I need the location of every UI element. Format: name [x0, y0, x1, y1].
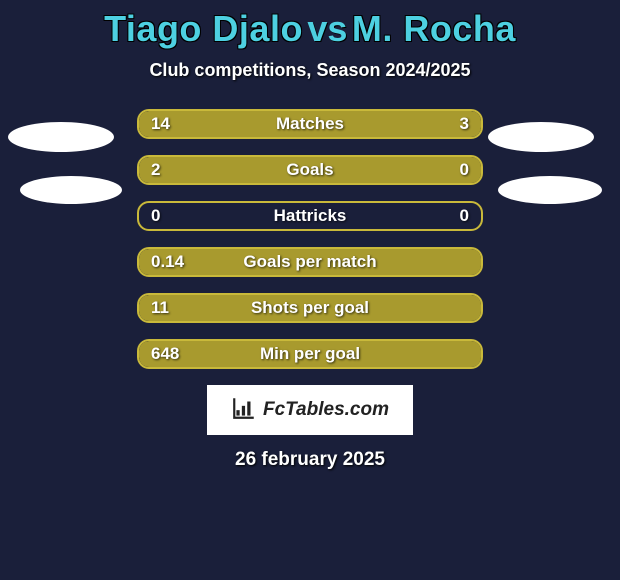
stat-fill-right: [419, 111, 481, 137]
stat-label: Shots per goal: [251, 298, 369, 318]
decorative-ellipse: [20, 176, 122, 204]
stat-row: 0 Hattricks 0: [137, 201, 483, 231]
stat-row: 14 Matches 3: [137, 109, 483, 139]
date-label: 26 february 2025: [0, 449, 620, 471]
stat-value-left: 0: [151, 206, 160, 226]
stat-value-right: 3: [460, 114, 469, 134]
chart-icon: [231, 395, 257, 426]
brand-text: FcTables.com: [263, 399, 389, 421]
comparison-title: Tiago Djalo vs M. Rocha: [0, 0, 620, 50]
stat-value-left: 0.14: [151, 252, 184, 272]
stat-label: Min per goal: [260, 344, 360, 364]
stat-row: 648 Min per goal: [137, 339, 483, 369]
decorative-ellipse: [488, 122, 594, 152]
stat-value-left: 14: [151, 114, 170, 134]
stat-value-left: 2: [151, 160, 160, 180]
stat-label: Hattricks: [274, 206, 347, 226]
stat-label: Matches: [276, 114, 344, 134]
subtitle: Club competitions, Season 2024/2025: [0, 60, 620, 81]
brand-badge: FcTables.com: [207, 385, 413, 435]
stat-row: 0.14 Goals per match: [137, 247, 483, 277]
stat-value-left: 11: [151, 298, 169, 318]
vs-label: vs: [307, 8, 347, 49]
player2-name: M. Rocha: [352, 8, 516, 49]
stat-row: 2 Goals 0: [137, 155, 483, 185]
stat-value-right: 0: [460, 160, 469, 180]
stat-value-right: 0: [460, 206, 469, 226]
stat-label: Goals: [286, 160, 333, 180]
decorative-ellipse: [498, 176, 602, 204]
player1-name: Tiago Djalo: [104, 8, 303, 49]
stat-value-left: 648: [151, 344, 179, 364]
decorative-ellipse: [8, 122, 114, 152]
stat-row: 11 Shots per goal: [137, 293, 483, 323]
stat-label: Goals per match: [243, 252, 376, 272]
